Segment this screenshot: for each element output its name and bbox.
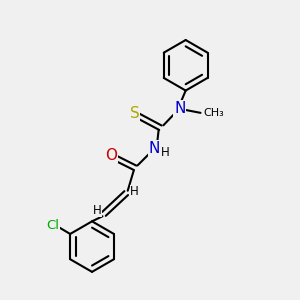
Text: H: H — [160, 146, 169, 160]
Text: S: S — [130, 106, 140, 121]
Text: N: N — [149, 141, 160, 156]
Text: N: N — [174, 101, 185, 116]
Text: H: H — [130, 185, 139, 198]
Text: Cl: Cl — [47, 218, 60, 232]
Text: O: O — [105, 148, 117, 163]
Text: H: H — [93, 204, 102, 217]
Text: CH₃: CH₃ — [203, 108, 224, 118]
